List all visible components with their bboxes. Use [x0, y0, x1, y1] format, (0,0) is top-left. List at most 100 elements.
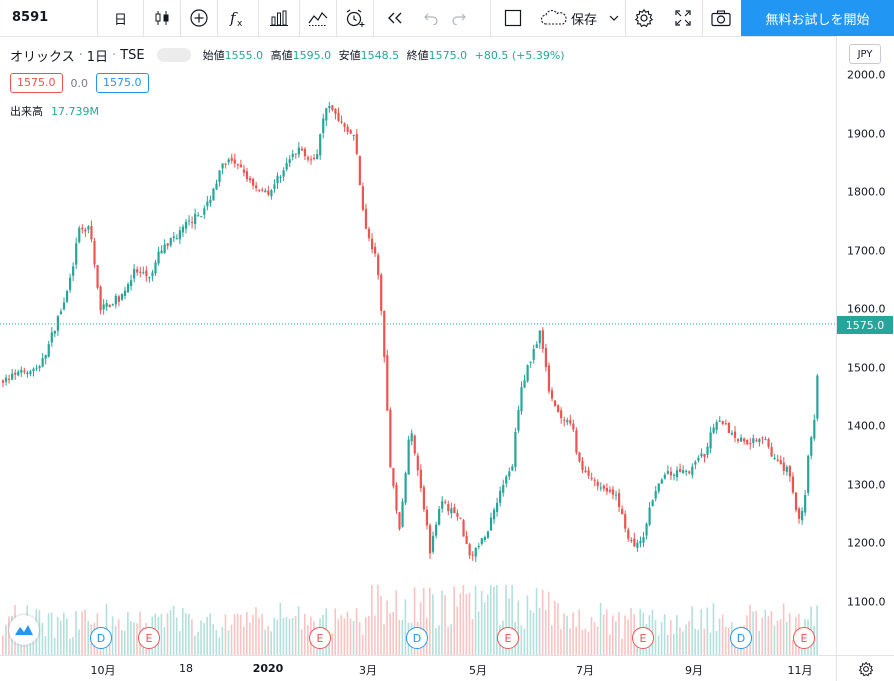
save-button[interactable]: 保存 [535, 0, 623, 36]
candle-body [575, 430, 578, 453]
chart-type-button[interactable] [144, 0, 180, 36]
dividend-event-marker[interactable]: D [406, 627, 428, 649]
volume-bar [352, 620, 355, 655]
candle-body [657, 483, 660, 492]
volume-bar [300, 629, 303, 655]
candle-body [374, 246, 377, 254]
redo-button[interactable] [446, 0, 472, 36]
volume-bar [605, 609, 608, 655]
candle-body [566, 420, 569, 423]
candle-body [203, 208, 206, 215]
volume-bar [358, 622, 361, 655]
price-chart[interactable] [0, 36, 836, 655]
volume-bar [166, 613, 169, 655]
fullscreen-button[interactable] [664, 0, 702, 36]
symbol-search-button[interactable]: 8591 [0, 0, 98, 36]
time-axis[interactable]: 10月 18 2020 3月 5月 7月 9月 11月 [0, 655, 836, 681]
volume-bar [38, 610, 41, 655]
candle-body [291, 153, 294, 158]
volume-bar [246, 611, 248, 655]
svg-text:f: f [229, 9, 238, 27]
screenshot-button[interactable] [703, 0, 739, 36]
templates-button[interactable] [300, 0, 336, 36]
interval-button[interactable]: 日 [98, 0, 144, 36]
undo-button[interactable] [418, 0, 444, 36]
compare-button[interactable] [181, 0, 217, 36]
candle-body [331, 105, 334, 110]
camera-icon [711, 10, 731, 27]
candle-body [483, 537, 486, 540]
price-tick: 1600.0 [847, 302, 886, 316]
price-tick: 1700.0 [847, 244, 886, 258]
dividend-event-marker[interactable]: D [90, 627, 112, 649]
candle-body [816, 375, 819, 419]
time-tick: 3月 [359, 664, 377, 677]
earnings-event-marker[interactable]: E [138, 627, 160, 649]
earnings-event-marker[interactable]: E [497, 627, 519, 649]
rewind-icon [388, 12, 402, 24]
candle-body [743, 438, 746, 442]
candle-body [340, 121, 343, 123]
start-trial-button[interactable]: 無料お試しを開始 [741, 0, 894, 36]
candle-body [416, 455, 419, 471]
axis-settings-button[interactable] [836, 655, 894, 681]
volume-bar [547, 591, 550, 655]
visibility-toggle-icon[interactable] [156, 48, 191, 62]
volume-bar [255, 607, 257, 655]
candle-body [608, 489, 612, 492]
volume-bar [47, 613, 50, 655]
price-axis[interactable]: 2000.0 1900.0 1800.0 1700.0 1600.0 1500.0 1400… [836, 36, 894, 655]
candle-body [428, 525, 432, 554]
candle-body [227, 159, 230, 163]
financials-button[interactable] [259, 0, 299, 36]
volume-bar [331, 633, 333, 655]
sell-price[interactable]: 1575.0 [10, 73, 63, 93]
volume-bar [529, 609, 532, 655]
volume-bar [435, 628, 437, 655]
candle-body [62, 302, 66, 310]
volume-bar [596, 626, 599, 655]
settings-button[interactable] [626, 0, 662, 36]
candle-body [502, 485, 505, 493]
candle-body [41, 358, 44, 367]
volume-bar [450, 624, 452, 655]
candle-body [706, 446, 709, 455]
candle-body [776, 459, 779, 461]
candle-body [26, 372, 29, 374]
alert-button[interactable] [337, 0, 373, 36]
candle-body [651, 500, 654, 506]
candle-body [459, 517, 462, 519]
buy-price[interactable]: 1575.0 [96, 73, 149, 93]
candle-body [8, 378, 11, 380]
earnings-event-marker[interactable]: E [632, 627, 654, 649]
currency-button[interactable]: JPY [849, 44, 881, 64]
dividend-event-marker[interactable]: D [730, 627, 752, 649]
candle-body [520, 387, 523, 412]
earnings-event-marker[interactable]: E [793, 627, 815, 649]
volume-bar [474, 585, 477, 655]
price-tick: 1200.0 [847, 536, 886, 550]
candle-body [736, 439, 740, 442]
volume-bar [444, 594, 446, 655]
layout-button[interactable] [491, 0, 535, 36]
candle-body [14, 372, 17, 375]
volume-bar [343, 618, 346, 655]
volume-bar [673, 633, 675, 655]
volume-bar [249, 622, 251, 655]
replay-button[interactable] [374, 0, 416, 36]
volume-bar [490, 585, 492, 655]
candle-body [526, 365, 529, 382]
volume-bar [200, 620, 202, 655]
save-label: 保存 [571, 12, 598, 28]
undo-icon [424, 13, 438, 25]
top-toolbar: 8591 日 f x [0, 0, 894, 37]
candle-body [703, 453, 706, 457]
tradingview-logo[interactable] [9, 615, 39, 645]
volume-bar [575, 626, 577, 655]
volume-bar [685, 624, 687, 655]
candle-body [441, 501, 444, 509]
earnings-event-marker[interactable]: E [309, 627, 331, 649]
candle-body [557, 405, 560, 413]
indicators-button[interactable]: f x [218, 0, 258, 36]
volume-bar [459, 593, 462, 655]
